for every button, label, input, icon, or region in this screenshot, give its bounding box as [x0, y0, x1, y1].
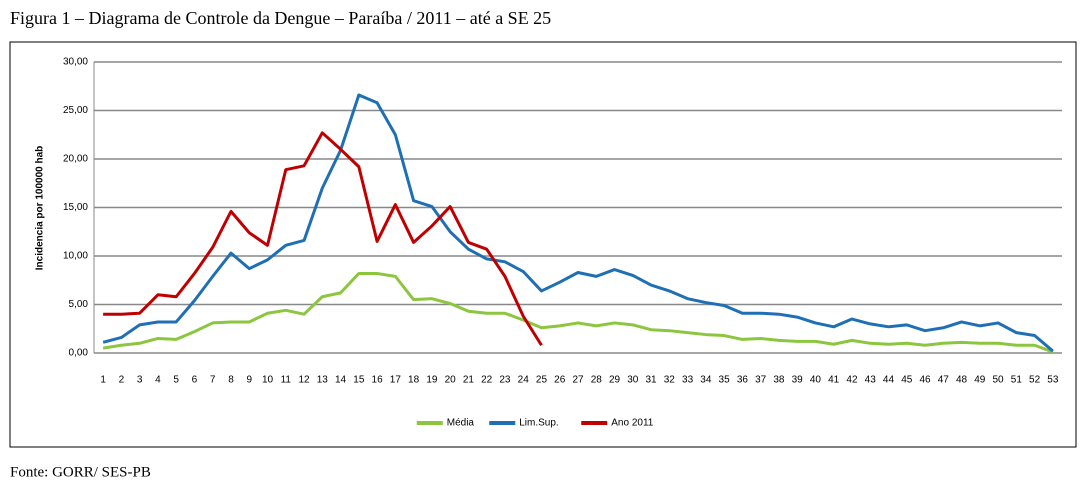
x-tick-label: 46 — [919, 375, 931, 386]
x-tick-label: 22 — [481, 375, 493, 386]
y-tick-label: 25,00 — [63, 105, 88, 116]
x-tick-label: 41 — [828, 375, 840, 386]
x-tick-label: 35 — [719, 375, 731, 386]
x-tick-label: 31 — [645, 375, 657, 386]
legend-label: Média — [447, 418, 475, 429]
x-tick-label: 12 — [298, 375, 310, 386]
x-tick-label: 50 — [993, 375, 1005, 386]
y-tick-label: 30,00 — [63, 57, 88, 68]
x-tick-label: 43 — [865, 375, 877, 386]
x-tick-label: 42 — [846, 375, 858, 386]
x-tick-label: 19 — [426, 375, 438, 386]
x-tick-label: 27 — [572, 375, 584, 386]
source-note: Fonte: GORR/ SES-PB — [10, 464, 151, 480]
x-tick-label: 1 — [100, 375, 106, 386]
x-tick-label: 23 — [499, 375, 511, 386]
x-tick-label: 18 — [408, 375, 420, 386]
x-tick-label: 40 — [810, 375, 822, 386]
x-tick-label: 26 — [554, 375, 566, 386]
legend-label: Lim.Sup. — [519, 418, 558, 429]
x-tick-label: 14 — [335, 375, 347, 386]
chart-title: Figura 1 – Diagrama de Controle da Dengu… — [10, 8, 551, 28]
y-tick-label: 5,00 — [69, 299, 89, 310]
x-tick-label: 32 — [664, 375, 676, 386]
x-tick-label: 37 — [755, 375, 767, 386]
x-tick-label: 2 — [119, 375, 125, 386]
y-tick-label: 10,00 — [63, 251, 88, 262]
x-tick-label: 16 — [372, 375, 384, 386]
x-tick-label: 34 — [700, 375, 712, 386]
series-line — [102, 93, 1054, 353]
x-tick-label: 10 — [262, 375, 274, 386]
series-line — [102, 271, 1054, 354]
x-tick-label: 24 — [518, 375, 530, 386]
x-tick-label: 29 — [609, 375, 621, 386]
x-tick-label: 33 — [682, 375, 694, 386]
x-tick-label: 30 — [627, 375, 639, 386]
x-tick-label: 15 — [353, 375, 365, 386]
x-tick-label: 38 — [773, 375, 785, 386]
x-tick-label: 7 — [210, 375, 216, 386]
x-tick-label: 25 — [536, 375, 548, 386]
y-tick-label: 0,00 — [69, 348, 89, 359]
chart-frame — [9, 41, 1077, 448]
series-line — [103, 131, 543, 347]
x-tick-label: 5 — [173, 375, 179, 386]
x-tick-label: 47 — [938, 375, 950, 386]
legend-label: Ano 2011 — [611, 418, 654, 429]
x-tick-label: 11 — [281, 375, 292, 386]
x-tick-label: 20 — [445, 375, 457, 386]
x-tick-label: 3 — [137, 375, 143, 386]
y-tick-label: 20,00 — [63, 154, 88, 165]
x-tick-label: 28 — [591, 375, 603, 386]
x-tick-label: 44 — [883, 375, 895, 386]
x-tick-label: 4 — [155, 375, 161, 386]
x-tick-label: 21 — [463, 375, 475, 386]
x-tick-label: 9 — [246, 375, 252, 386]
x-tick-label: 36 — [737, 375, 749, 386]
x-tick-label: 48 — [956, 375, 968, 386]
x-tick-label: 17 — [390, 375, 402, 386]
x-tick-label: 45 — [901, 375, 913, 386]
x-tick-label: 39 — [792, 375, 804, 386]
x-tick-label: 53 — [1047, 375, 1059, 386]
y-axis-label: Incidencia por 100000 hab — [35, 146, 46, 271]
y-tick-label: 15,00 — [63, 202, 88, 213]
x-tick-label: 51 — [1011, 375, 1023, 386]
x-tick-label: 6 — [192, 375, 198, 386]
x-tick-label: 49 — [974, 375, 986, 386]
x-tick-label: 13 — [317, 375, 329, 386]
x-tick-label: 8 — [228, 375, 234, 386]
x-tick-label: 52 — [1029, 375, 1041, 386]
